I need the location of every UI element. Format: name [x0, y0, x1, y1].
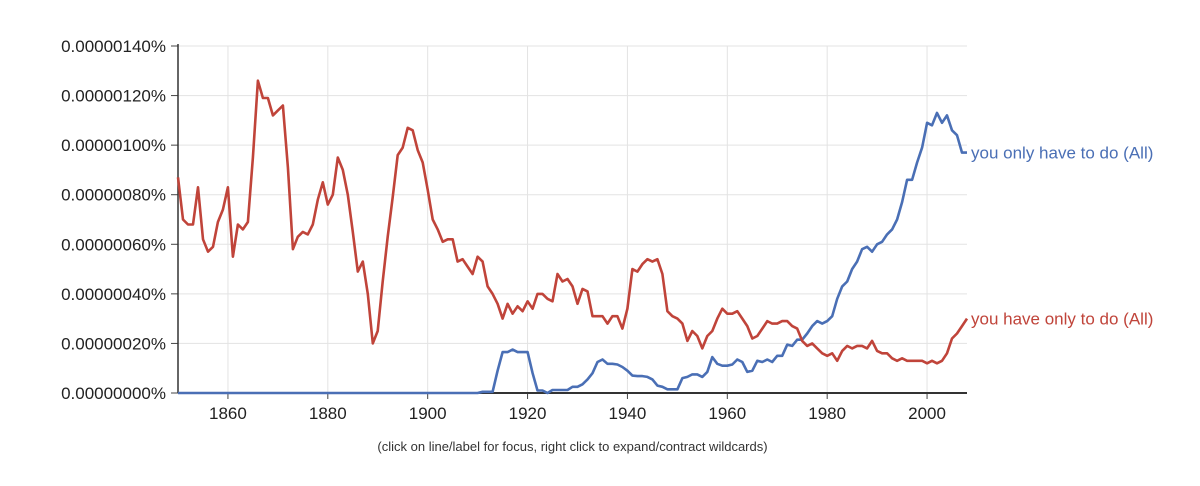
x-tick-label: 1880	[309, 404, 347, 423]
y-tick-label: 0.00000120%	[61, 87, 166, 106]
y-tick-label: 0.00000140%	[61, 37, 166, 56]
y-tick-label: 0.00000080%	[61, 186, 166, 205]
y-tick-label: 0.00000000%	[61, 384, 166, 403]
instruction-note: (click on line/label for focus, right cl…	[377, 439, 768, 454]
series-line-1[interactable]	[178, 111, 967, 395]
series-line-2[interactable]	[176, 79, 969, 365]
series-label-1[interactable]: you only have to do (All)	[971, 144, 1153, 163]
x-tick-label: 1900	[409, 404, 447, 423]
x-tick-label: 1960	[708, 404, 746, 423]
y-tick-label: 0.00000040%	[61, 285, 166, 304]
y-tick-label: 0.00000060%	[61, 235, 166, 254]
x-tick-label: 1980	[808, 404, 846, 423]
y-tick-label: 0.00000100%	[61, 136, 166, 155]
x-tick-label: 1920	[509, 404, 547, 423]
x-tick-label: 1860	[209, 404, 247, 423]
x-tick-label: 2000	[908, 404, 946, 423]
x-tick-label: 1940	[609, 404, 647, 423]
y-tick-label: 0.00000020%	[61, 334, 166, 353]
series-label-2[interactable]: you have only to do (All)	[971, 310, 1153, 329]
